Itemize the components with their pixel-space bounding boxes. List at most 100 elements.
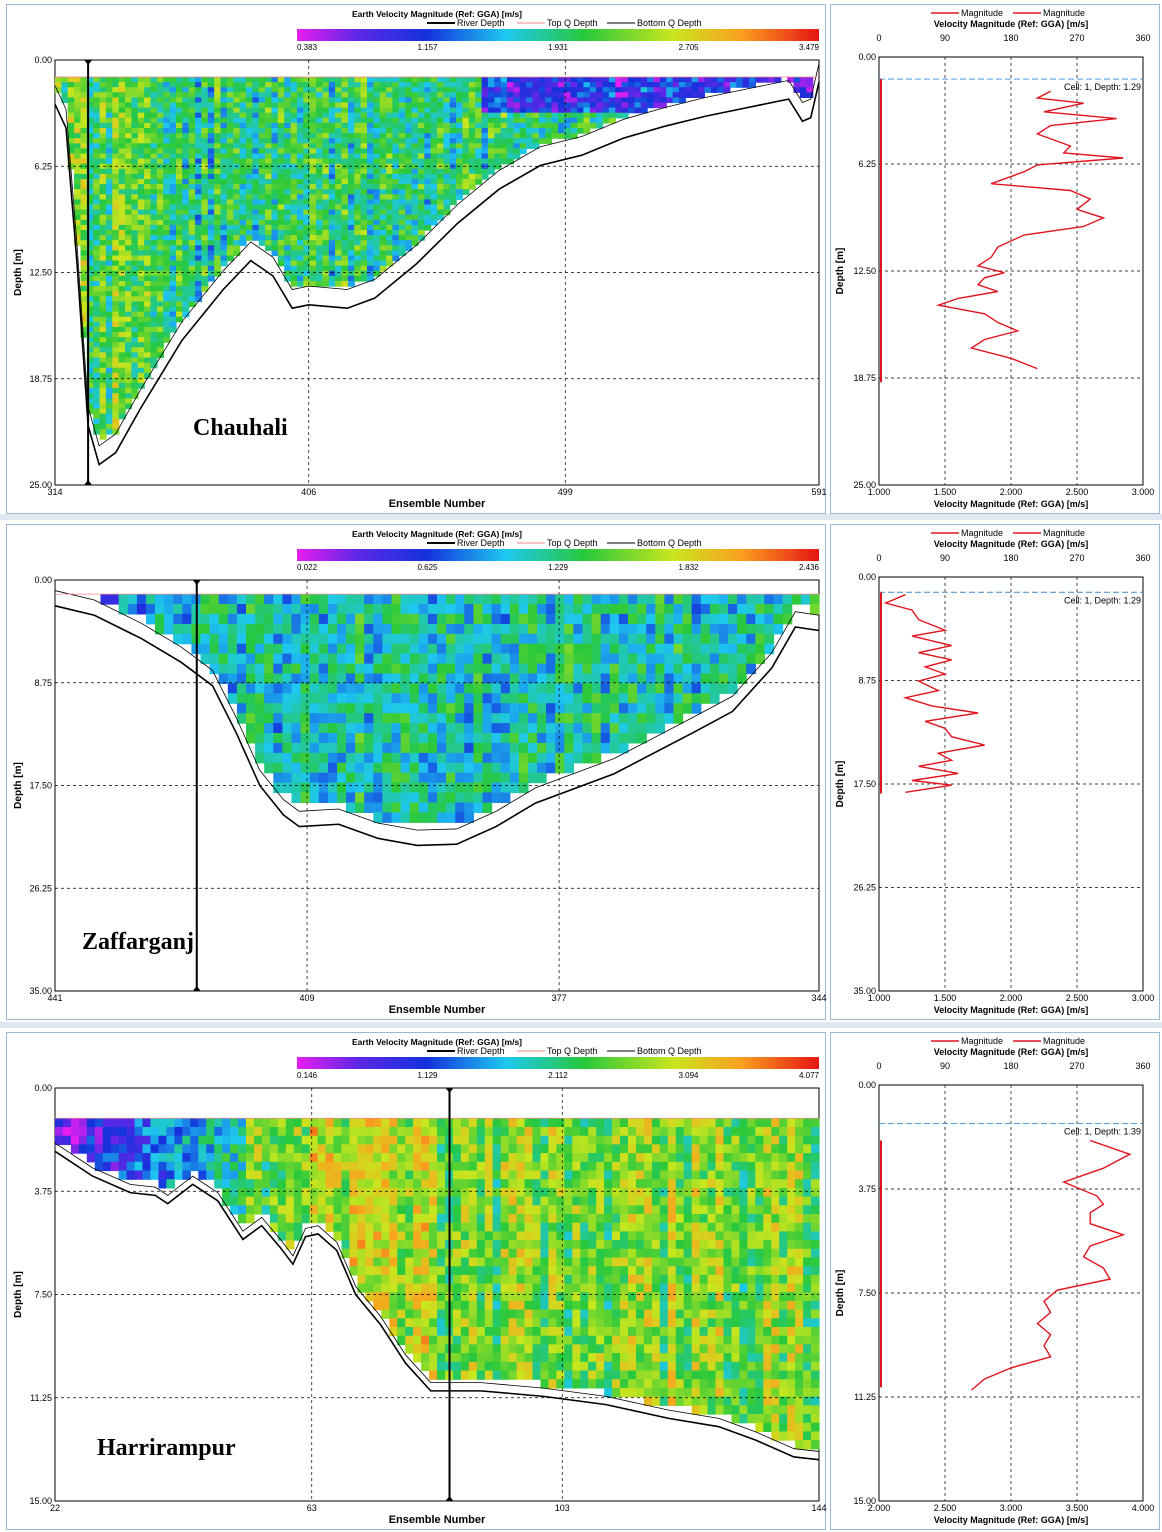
velocity-cell	[246, 153, 253, 160]
velocity-cell	[346, 633, 356, 645]
velocity-cell	[99, 235, 107, 241]
velocity-cell	[150, 321, 158, 328]
velocity-cell	[150, 179, 158, 185]
velocity-cell	[74, 138, 82, 144]
velocity-cell	[409, 604, 420, 615]
velocity-cell	[86, 357, 94, 364]
velocity-cell	[173, 613, 183, 625]
velocity-cell	[405, 1118, 414, 1128]
velocity-cell	[354, 179, 362, 185]
velocity-cell	[125, 189, 132, 195]
velocity-cell	[182, 1161, 191, 1172]
velocity-cell	[99, 240, 107, 246]
velocity-cell	[284, 230, 292, 236]
velocity-cell	[277, 1127, 287, 1137]
velocity-cell	[322, 224, 330, 231]
velocity-cell	[417, 128, 425, 134]
velocity-cell	[456, 102, 464, 109]
velocity-cell	[427, 613, 438, 625]
velocity-cell	[112, 158, 120, 165]
velocity-cell	[131, 291, 139, 297]
velocity-cell	[405, 235, 413, 241]
velocity-cell	[389, 1240, 398, 1250]
velocity-cell	[373, 92, 381, 98]
velocity-cell	[405, 214, 413, 221]
velocity-cell	[537, 772, 547, 784]
velocity-cell	[755, 623, 765, 635]
velocity-cell	[424, 143, 432, 149]
velocity-cell	[337, 653, 347, 665]
velocity-cell	[163, 326, 171, 333]
velocity-cell	[265, 107, 273, 114]
velocity-cell	[513, 107, 521, 114]
velocity-cell	[373, 209, 381, 216]
velocity-cell	[125, 184, 132, 190]
velocity-cell	[125, 219, 132, 226]
velocity-cell	[261, 1135, 271, 1145]
velocity-cell	[582, 693, 593, 704]
velocity-cell	[105, 357, 113, 364]
velocity-cell	[112, 82, 120, 88]
velocity-cell	[509, 782, 520, 794]
velocity-cell	[112, 168, 120, 175]
direction-tick-label: 360	[1135, 33, 1150, 43]
velocity-cell	[137, 286, 145, 292]
velocity-cell	[646, 594, 656, 605]
velocity-cell	[285, 1214, 295, 1224]
velocity-cell	[349, 1118, 359, 1128]
velocity-cell	[341, 1161, 351, 1172]
velocity-cell	[591, 683, 602, 694]
velocity-cell	[182, 204, 190, 211]
velocity-cell	[322, 281, 330, 287]
velocity-cell	[252, 97, 260, 104]
velocity-cell	[583, 122, 591, 129]
velocity-cell	[86, 148, 94, 155]
velocity-cell	[360, 107, 368, 114]
velocity-cell	[398, 214, 406, 221]
velocity-cell	[277, 245, 285, 251]
velocity-cell	[86, 235, 94, 241]
velocity-cell	[93, 173, 101, 180]
velocity-cell	[238, 1179, 247, 1189]
velocity-cell	[391, 792, 402, 803]
velocity-cell	[277, 189, 285, 195]
velocity-cell	[365, 1135, 374, 1145]
velocity-cell	[746, 633, 756, 645]
velocity-cell	[400, 762, 411, 774]
velocity-cell	[392, 245, 400, 251]
velocity-cell	[341, 168, 349, 175]
velocity-cell	[246, 122, 253, 129]
velocity-cell	[409, 752, 420, 764]
velocity-cell	[682, 643, 693, 655]
velocity-cell	[462, 92, 470, 98]
velocity-cell	[309, 281, 317, 287]
velocity-cell	[437, 623, 447, 635]
velocity-cell	[381, 1153, 390, 1163]
velocity-cell	[182, 224, 190, 231]
velocity-cell	[150, 1135, 160, 1145]
velocity-cell	[144, 224, 152, 231]
velocity-cell	[169, 122, 177, 129]
velocity-cell	[691, 87, 699, 93]
velocity-cell	[284, 270, 292, 277]
velocity-cell	[150, 158, 158, 165]
velocity-cell	[112, 352, 120, 359]
velocity-cell	[125, 92, 132, 98]
velocity-cell	[773, 613, 784, 625]
velocity-cell	[413, 1187, 422, 1198]
velocity-cell	[131, 92, 139, 98]
velocity-cell	[86, 1153, 96, 1163]
velocity-cell	[609, 623, 620, 635]
velocity-cell	[269, 1161, 279, 1172]
velocity-cell	[176, 214, 183, 221]
velocity-cell	[163, 224, 171, 231]
velocity-cell	[618, 693, 629, 704]
velocity-cell	[582, 713, 593, 724]
velocity-cell	[666, 82, 674, 88]
velocity-cell	[201, 163, 209, 170]
velocity-cell	[577, 107, 585, 114]
velocity-cell	[546, 713, 556, 724]
velocity-cell	[277, 1205, 287, 1215]
velocity-cell	[93, 306, 101, 313]
velocity-cell	[405, 1335, 414, 1345]
